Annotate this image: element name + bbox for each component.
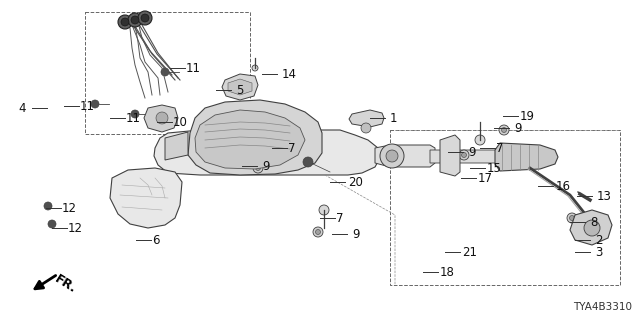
Polygon shape bbox=[165, 132, 188, 160]
Text: 13: 13 bbox=[597, 189, 612, 203]
Circle shape bbox=[131, 110, 139, 118]
Circle shape bbox=[252, 65, 258, 71]
Polygon shape bbox=[570, 210, 612, 245]
Polygon shape bbox=[495, 143, 558, 171]
Text: 9: 9 bbox=[468, 146, 476, 158]
Text: 3: 3 bbox=[595, 245, 602, 259]
Polygon shape bbox=[144, 105, 178, 132]
Text: TYA4B3310: TYA4B3310 bbox=[573, 302, 632, 312]
Circle shape bbox=[156, 112, 168, 124]
Text: 8: 8 bbox=[590, 215, 597, 228]
Text: 14: 14 bbox=[282, 68, 297, 81]
Circle shape bbox=[461, 153, 467, 157]
Bar bbox=[390, 130, 620, 285]
Polygon shape bbox=[188, 100, 322, 175]
Text: 18: 18 bbox=[440, 266, 455, 278]
Circle shape bbox=[44, 202, 52, 210]
Text: 19: 19 bbox=[520, 109, 535, 123]
Circle shape bbox=[303, 157, 313, 167]
Circle shape bbox=[267, 153, 277, 163]
Circle shape bbox=[361, 123, 371, 133]
Text: FR.: FR. bbox=[52, 272, 79, 296]
Circle shape bbox=[380, 144, 404, 168]
Circle shape bbox=[459, 150, 469, 160]
Circle shape bbox=[138, 11, 152, 25]
Circle shape bbox=[128, 13, 142, 27]
Circle shape bbox=[499, 125, 509, 135]
Circle shape bbox=[570, 215, 575, 220]
Text: 7: 7 bbox=[496, 141, 504, 155]
Polygon shape bbox=[228, 79, 252, 95]
Polygon shape bbox=[110, 168, 182, 228]
Polygon shape bbox=[154, 130, 380, 175]
Bar bbox=[85, 12, 250, 134]
Text: 12: 12 bbox=[62, 202, 77, 214]
Circle shape bbox=[584, 220, 600, 236]
Circle shape bbox=[316, 229, 321, 235]
Text: 5: 5 bbox=[236, 84, 243, 97]
Circle shape bbox=[91, 100, 99, 108]
Text: 16: 16 bbox=[556, 180, 571, 193]
Text: 4: 4 bbox=[18, 101, 26, 115]
Circle shape bbox=[48, 220, 56, 228]
Circle shape bbox=[161, 68, 169, 76]
Circle shape bbox=[319, 205, 329, 215]
Polygon shape bbox=[195, 110, 305, 169]
Text: 12: 12 bbox=[68, 221, 83, 235]
Circle shape bbox=[502, 127, 506, 132]
Text: 17: 17 bbox=[478, 172, 493, 185]
Text: 21: 21 bbox=[462, 245, 477, 259]
Text: 7: 7 bbox=[288, 141, 296, 155]
Polygon shape bbox=[349, 110, 384, 127]
Circle shape bbox=[255, 165, 260, 171]
Text: 10: 10 bbox=[173, 116, 188, 129]
Circle shape bbox=[313, 227, 323, 237]
Polygon shape bbox=[430, 150, 535, 163]
Text: 7: 7 bbox=[336, 212, 344, 225]
Text: 9: 9 bbox=[514, 122, 522, 134]
Circle shape bbox=[253, 163, 263, 173]
Text: 20: 20 bbox=[348, 175, 363, 188]
Text: 1: 1 bbox=[390, 111, 397, 124]
Text: 9: 9 bbox=[262, 159, 269, 172]
Text: 11: 11 bbox=[80, 100, 95, 113]
Text: 2: 2 bbox=[595, 234, 602, 246]
Polygon shape bbox=[375, 145, 435, 167]
Circle shape bbox=[141, 14, 149, 22]
Text: 9: 9 bbox=[352, 228, 360, 241]
Polygon shape bbox=[440, 135, 460, 176]
Circle shape bbox=[118, 15, 132, 29]
Circle shape bbox=[121, 18, 129, 26]
Circle shape bbox=[475, 135, 485, 145]
Polygon shape bbox=[222, 74, 258, 100]
Circle shape bbox=[131, 16, 139, 24]
Text: 11: 11 bbox=[186, 61, 201, 75]
Text: 15: 15 bbox=[487, 162, 502, 174]
Circle shape bbox=[386, 150, 398, 162]
Text: 11: 11 bbox=[126, 111, 141, 124]
Text: 6: 6 bbox=[152, 234, 159, 246]
Circle shape bbox=[567, 213, 577, 223]
